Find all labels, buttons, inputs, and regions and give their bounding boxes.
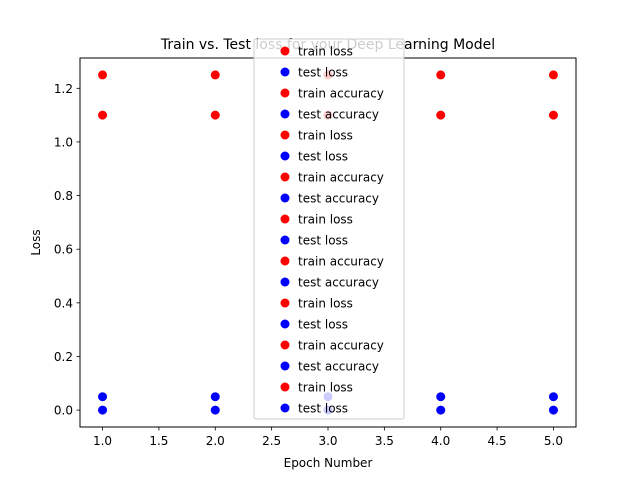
data-point (98, 110, 108, 120)
y-tick-label: 1.2 (54, 82, 73, 96)
y-axis: 0.0 0.2 0.4 0.6 0.8 1.0 1.2 (54, 82, 80, 418)
data-point (210, 392, 220, 402)
legend-label: test accuracy (298, 276, 379, 290)
legend-label: train accuracy (298, 255, 384, 269)
legend-marker (280, 298, 290, 308)
legend-label: test loss (298, 234, 348, 248)
legend-marker (280, 88, 290, 98)
legend-label: test loss (298, 150, 348, 164)
data-point (98, 70, 108, 80)
legend-label: train loss (298, 213, 353, 227)
legend-label: train accuracy (298, 87, 384, 101)
x-tick-label: 3.5 (375, 434, 394, 448)
legend-marker (280, 151, 290, 161)
legend-marker (280, 46, 290, 56)
x-tick-label: 2.0 (206, 434, 225, 448)
legend-label: test accuracy (298, 360, 379, 374)
legend-marker (280, 193, 290, 203)
legend-marker (280, 256, 290, 266)
data-point (436, 110, 446, 120)
y-tick-label: 0.6 (54, 243, 73, 257)
legend-marker (280, 67, 290, 77)
y-tick-label: 1.0 (54, 135, 73, 149)
legend-marker (280, 130, 290, 140)
legend-label: train loss (298, 45, 353, 59)
data-point (98, 405, 108, 415)
legend-marker (280, 319, 290, 329)
data-point (210, 110, 220, 120)
legend-marker (280, 214, 290, 224)
x-axis-label: Epoch Number (284, 456, 373, 470)
legend-marker (280, 340, 290, 350)
x-tick-label: 3.0 (318, 434, 337, 448)
data-point (548, 405, 558, 415)
data-point (436, 392, 446, 402)
legend-label: train accuracy (298, 339, 384, 353)
x-axis: 1.0 1.5 2.0 2.5 3.0 3.5 4.0 4.5 5.0 (93, 427, 563, 448)
legend-label: train loss (298, 129, 353, 143)
x-tick-label: 4.5 (488, 434, 507, 448)
legend-label: train loss (298, 381, 353, 395)
legend-label: test accuracy (298, 192, 379, 206)
legend-marker (280, 235, 290, 245)
legend-marker (280, 382, 290, 392)
x-tick-label: 1.0 (93, 434, 112, 448)
data-point (436, 70, 446, 80)
legend-label: train accuracy (298, 171, 384, 185)
data-point (548, 110, 558, 120)
legend-label: test loss (298, 402, 348, 416)
legend-label: test loss (298, 66, 348, 80)
data-point (436, 405, 446, 415)
y-tick-label: 0.0 (54, 404, 73, 418)
legend-label: test accuracy (298, 108, 379, 122)
legend-marker (280, 172, 290, 182)
x-tick-label: 1.5 (149, 434, 168, 448)
legend-label: test loss (298, 318, 348, 332)
data-point (210, 70, 220, 80)
legend-label: train loss (298, 297, 353, 311)
data-point (548, 70, 558, 80)
data-point (548, 392, 558, 402)
y-tick-label: 0.2 (54, 350, 73, 364)
legend: train loss test loss train accuracy test ac… (253, 38, 405, 420)
legend-marker (280, 403, 290, 413)
x-tick-label: 2.5 (262, 434, 281, 448)
legend-marker (280, 361, 290, 371)
legend-marker (280, 277, 290, 287)
x-tick-label: 5.0 (544, 434, 563, 448)
y-tick-label: 0.8 (54, 189, 73, 203)
y-tick-label: 0.4 (54, 296, 73, 310)
legend-frame (253, 38, 405, 420)
data-point (210, 405, 220, 415)
y-axis-label: Loss (29, 229, 43, 255)
data-point (98, 392, 108, 402)
legend-marker (280, 109, 290, 119)
x-tick-label: 4.0 (431, 434, 450, 448)
